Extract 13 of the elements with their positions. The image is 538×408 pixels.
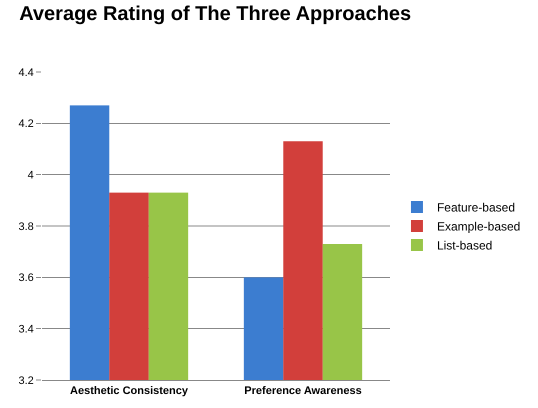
x-tick-label: Preference Awareness — [244, 385, 362, 398]
y-tick-label: 4 — [28, 170, 34, 182]
legend-label: Feature-based — [436, 200, 516, 215]
y-tick-label: 3.4 — [18, 324, 34, 336]
y-tick-label: 3.6 — [18, 272, 34, 284]
y-tick-label: 3.8 — [18, 220, 34, 233]
y-tick-label: 4.4 — [18, 66, 34, 79]
x-tick-label: Aesthetic Consistency — [70, 385, 189, 398]
y-tick-label: 4.2 — [18, 118, 34, 130]
chart-title: Average Rating of The Three Approaches — [19, 3, 412, 26]
y-tick-label: 3.2 — [18, 374, 34, 387]
legend-label: List-based — [436, 238, 492, 253]
legend-label: Example-based — [436, 220, 520, 234]
